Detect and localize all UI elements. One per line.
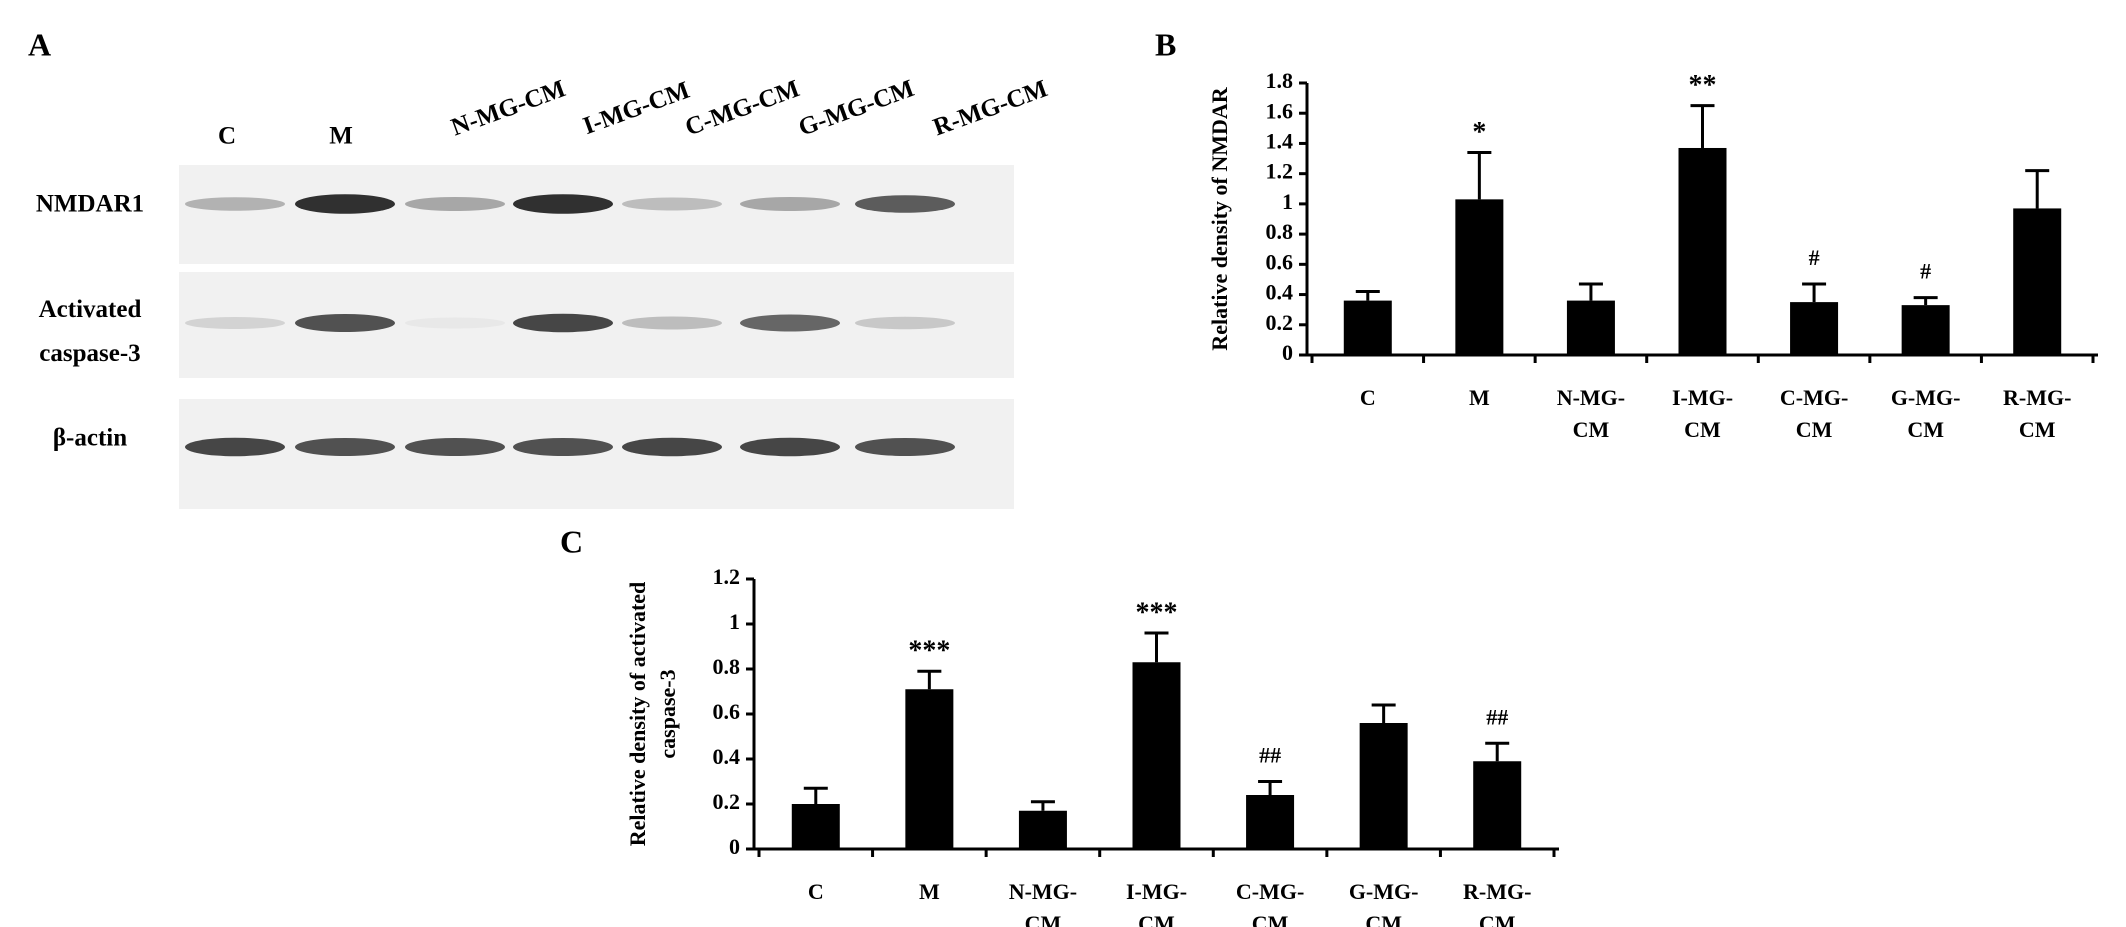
- blot-band: [513, 438, 613, 456]
- y-tick-label: 0: [1282, 340, 1293, 365]
- x-tick-label: N-MG-CM: [1557, 385, 1625, 442]
- row-label: Activated caspase-3: [39, 296, 142, 367]
- panel-label: A: [28, 26, 51, 62]
- panel-label: C: [560, 523, 583, 559]
- bar: [1246, 795, 1295, 849]
- y-tick-label: 0.2: [713, 789, 741, 814]
- blot-band: [740, 314, 840, 332]
- x-tick-label: C: [1360, 385, 1376, 410]
- y-tick-label: 0.6: [713, 699, 741, 724]
- blot-band: [185, 437, 285, 457]
- row-label: NMDAR1: [36, 191, 144, 218]
- y-tick-label: 1.4: [1266, 128, 1294, 153]
- x-tick-label: R-MG-CM: [1463, 879, 1531, 927]
- y-tick-label: 1: [1282, 189, 1293, 214]
- blot-band: [295, 438, 395, 456]
- lane-label: C: [218, 123, 236, 150]
- y-tick-label: 0.2: [1266, 310, 1294, 335]
- significance-mark: ***: [1136, 597, 1178, 628]
- blot-band: [855, 316, 955, 330]
- x-tick-label: I-MG-CM: [1672, 385, 1733, 442]
- blot-band: [405, 317, 505, 329]
- y-axis-label: Relative density of NMDAR: [1207, 86, 1232, 350]
- bar: [1018, 810, 1067, 849]
- blot-band: [855, 195, 955, 213]
- panel-label: B: [1155, 26, 1176, 62]
- y-tick-label: 1.2: [713, 564, 741, 589]
- blot-strip: [179, 165, 1014, 264]
- x-tick-label: R-MG-CM: [2003, 385, 2071, 442]
- significance-mark: #: [1920, 259, 1931, 284]
- y-tick-label: 0.8: [713, 654, 741, 679]
- x-tick-label: M: [1469, 385, 1490, 410]
- blot-band: [740, 437, 840, 457]
- y-tick-label: 1.2: [1266, 159, 1294, 184]
- x-tick-label: N-MG-CM: [1009, 879, 1077, 927]
- blot-band: [855, 438, 955, 456]
- x-tick-label: C-MG-CM: [1236, 879, 1304, 927]
- bar: [1455, 199, 1504, 355]
- significance-mark: ***: [908, 636, 950, 667]
- blot-band: [622, 316, 722, 330]
- y-tick-label: 0: [729, 834, 740, 859]
- significance-mark: #: [1809, 245, 1820, 270]
- x-tick-label: I-MG-CM: [1126, 879, 1187, 927]
- significance-mark: **: [1689, 70, 1717, 101]
- blot-band: [185, 317, 285, 329]
- x-tick-label: M: [919, 879, 940, 904]
- y-tick-label: 1: [729, 609, 740, 634]
- blot-band: [295, 314, 395, 332]
- bar: [1359, 723, 1408, 849]
- bar: [1473, 761, 1522, 849]
- x-tick-label: C-MG-CM: [1780, 385, 1848, 442]
- bar: [791, 804, 840, 849]
- bar: [1901, 305, 1950, 355]
- bar: [1132, 662, 1181, 849]
- bar: [1566, 300, 1615, 355]
- significance-mark: ##: [1259, 743, 1281, 768]
- x-tick-label: G-MG-CM: [1891, 385, 1961, 442]
- bar: [1343, 300, 1392, 355]
- y-tick-label: 1.6: [1266, 98, 1294, 123]
- blot-band: [622, 197, 722, 211]
- x-tick-label: C: [808, 879, 824, 904]
- lane-label: M: [329, 123, 353, 150]
- y-tick-label: 0.4: [1266, 280, 1294, 305]
- blot-band: [513, 313, 613, 333]
- y-tick-label: 1.8: [1266, 68, 1294, 93]
- blot-band: [513, 194, 613, 214]
- blot-band: [295, 194, 395, 214]
- blot-band: [185, 197, 285, 211]
- blot-band: [740, 197, 840, 211]
- significance-mark: ##: [1486, 704, 1508, 729]
- y-tick-label: 0.8: [1266, 219, 1294, 244]
- bar: [1678, 147, 1727, 355]
- y-tick-label: 0.6: [1266, 249, 1294, 274]
- blot-band: [622, 437, 722, 457]
- blot-band: [405, 438, 505, 456]
- y-tick-label: 0.4: [713, 744, 741, 769]
- y-axis-label: Relative density of activated caspase-3: [625, 582, 680, 847]
- x-tick-label: G-MG-CM: [1349, 879, 1419, 927]
- bar: [1790, 302, 1839, 355]
- significance-mark: *: [1472, 117, 1486, 148]
- blot-band: [405, 197, 505, 211]
- bar: [905, 689, 954, 849]
- bar: [2013, 208, 2062, 355]
- row-label: β-actin: [53, 425, 127, 452]
